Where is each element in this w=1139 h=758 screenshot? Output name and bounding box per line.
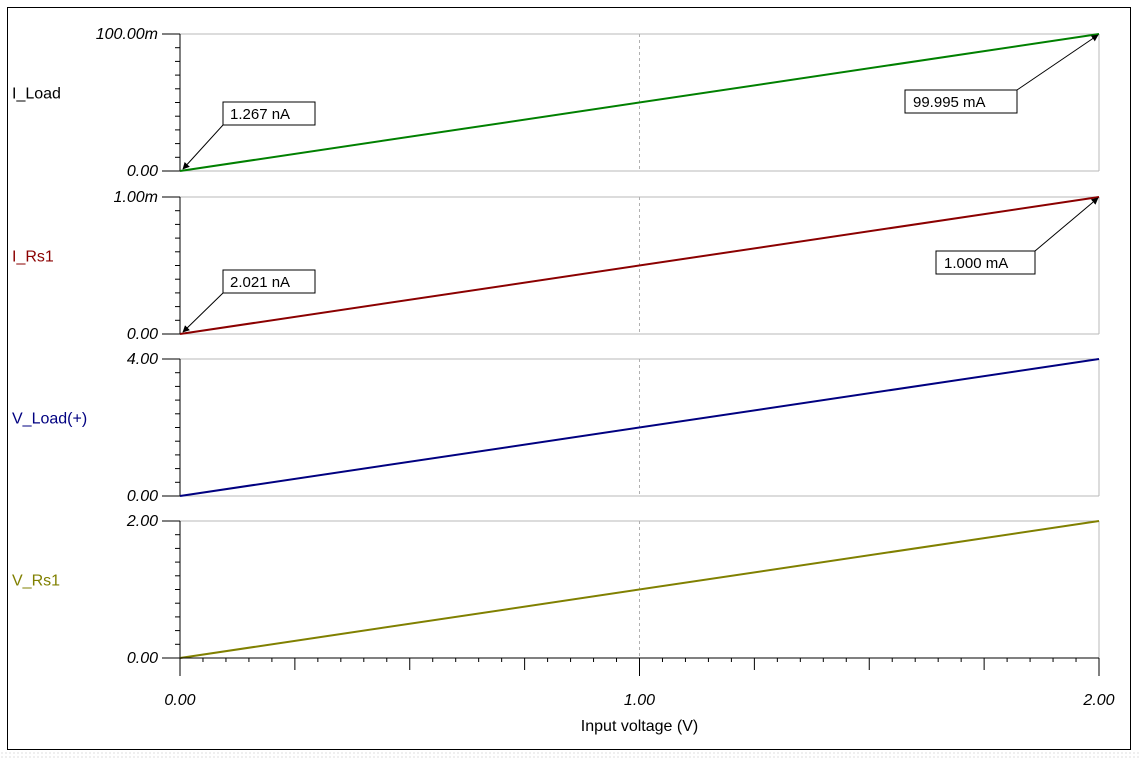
annotation-arrow-i-rs1-1 — [1034, 197, 1099, 252]
dotted-border — [0, 751, 1139, 758]
y-tick-label-v-rs1-0: 0.00 — [127, 650, 158, 667]
series-line-i-rs1 — [179, 196, 1100, 335]
annotation-arrow-i-load-0 — [182, 124, 224, 170]
y-tick-label-i-rs1-1: 1.00m — [114, 189, 158, 206]
annotation-arrow-i-load-1 — [1016, 34, 1099, 91]
annotation-box-i-load-0 — [222, 101, 316, 126]
y-tick-label-i-load-0: 0.00 — [127, 163, 158, 180]
annotation-box-i-rs1-0 — [222, 269, 316, 294]
x-tick-label-1: 1.00 — [624, 692, 655, 709]
y-tick-label-v-rs1-1: 2.00 — [126, 513, 158, 530]
annotation-label-i-rs1-1: 1.000 mA — [944, 255, 1008, 272]
series-label-v-rs1: V_Rs1 — [12, 573, 60, 590]
x-tick-label-0: 0.00 — [164, 692, 195, 709]
series-line-i-load — [179, 33, 1100, 172]
y-tick-label-v-load-0: 0.00 — [127, 488, 158, 505]
chart-frame — [7, 7, 1131, 750]
x-tick-label-2: 2.00 — [1082, 692, 1114, 709]
series-line-v-rs1 — [179, 520, 1100, 659]
series-label-v-load: V_Load(+) — [12, 411, 87, 428]
annotation-label-i-rs1-0: 2.021 nA — [230, 274, 290, 291]
series-label-i-load: I_Load — [12, 86, 61, 103]
series-line-v-load — [179, 358, 1100, 497]
annotation-label-i-load-1: 99.995 mA — [913, 94, 986, 111]
series-label-i-rs1: I_Rs1 — [12, 249, 54, 266]
y-tick-label-v-load-1: 4.00 — [127, 351, 158, 368]
annotation-box-i-rs1-1 — [935, 250, 1036, 275]
annotation-box-i-load-1 — [904, 89, 1018, 114]
y-tick-label-i-rs1-0: 0.00 — [127, 326, 158, 343]
annotation-label-i-load-0: 1.267 nA — [230, 106, 290, 123]
y-tick-label-i-load-1: 100.00m — [96, 26, 158, 43]
x-axis-label: Input voltage (V) — [581, 718, 698, 735]
annotation-arrow-i-rs1-0 — [182, 292, 224, 333]
